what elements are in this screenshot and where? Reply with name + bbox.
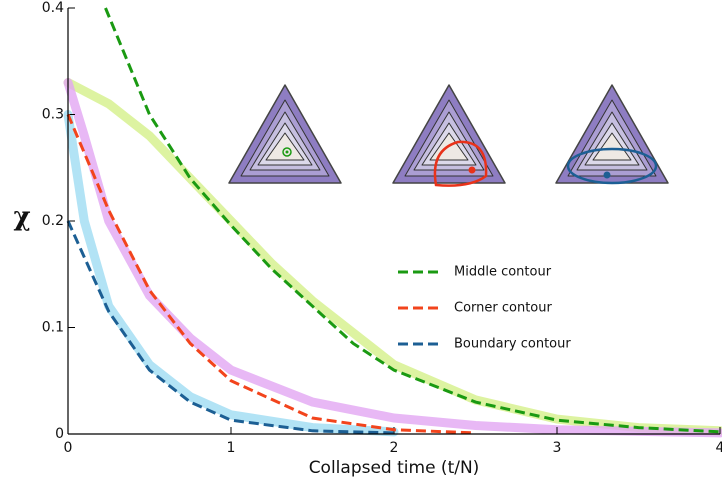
data-band [63, 78, 722, 436]
legend-label: Boundary contour [454, 337, 571, 352]
y-tick-label: 0.2 [42, 213, 64, 229]
y-tick-label: 0 [55, 426, 64, 442]
data-band [63, 110, 399, 437]
x-axis-label: Collapsed time (t/N) [309, 458, 480, 478]
data-line [104, 7, 721, 434]
legend-label: Corner contour [454, 301, 552, 316]
x-tick-label: 0 [64, 440, 73, 456]
y-axis-label: χ [13, 202, 30, 232]
legend-label: Middle contour [454, 265, 552, 280]
inset-corner [392, 84, 506, 187]
y-tick-label: 0.1 [42, 320, 64, 336]
y-tick-label: 0.3 [42, 107, 64, 123]
inset-middle [228, 84, 342, 184]
inset-boundary [555, 84, 669, 185]
x-tick-label: 4 [716, 440, 722, 456]
data-line [66, 113, 476, 435]
y-tick-label: 0.4 [42, 0, 64, 16]
x-tick-label: 1 [227, 440, 236, 456]
data-line [66, 220, 395, 435]
x-tick-label: 3 [553, 440, 562, 456]
x-tick-label: 2 [390, 440, 399, 456]
